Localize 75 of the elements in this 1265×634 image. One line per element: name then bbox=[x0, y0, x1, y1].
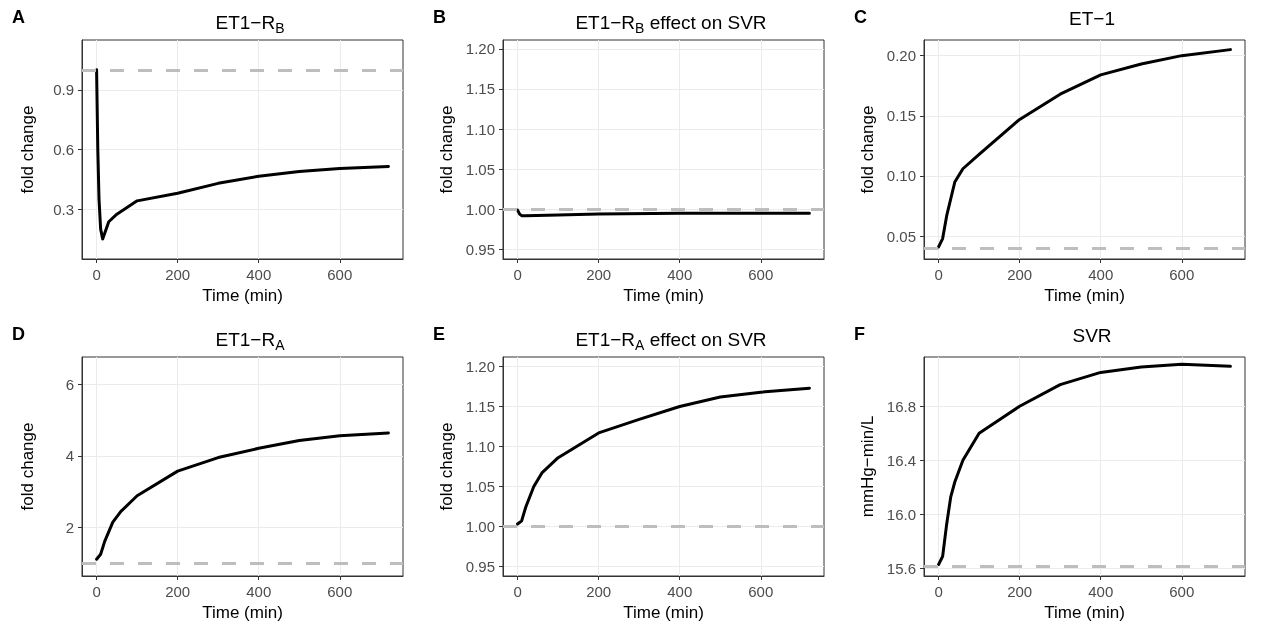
y-tick-label: 16.8 bbox=[886, 397, 916, 415]
text: C bbox=[854, 7, 867, 27]
x-tick-label: 600 bbox=[1169, 583, 1195, 600]
y-tick-label: 16.4 bbox=[886, 451, 916, 469]
x-tick-label: 200 bbox=[1007, 583, 1033, 600]
y-tick-label: 0.20 bbox=[886, 47, 916, 65]
y-axis-title: mmHg−min/L bbox=[857, 415, 877, 518]
x-tick-label: 0 bbox=[92, 583, 101, 600]
x-tick-label: 0 bbox=[934, 266, 943, 283]
y-tick-label: 6 bbox=[65, 375, 74, 393]
y-axis-title: fold change bbox=[857, 105, 877, 194]
y-tick-label: 1.00 bbox=[465, 200, 495, 218]
x-tick-label: 200 bbox=[586, 266, 612, 283]
y-tick-label: 0.9 bbox=[53, 81, 74, 99]
text: D bbox=[12, 324, 25, 344]
x-tick-label: 0 bbox=[513, 266, 522, 283]
x-axis-title: Time (min) bbox=[1044, 285, 1125, 305]
x-axis-title: Time (min) bbox=[202, 285, 283, 305]
line-series bbox=[516, 386, 811, 526]
y-tick-label: 0.6 bbox=[53, 141, 74, 158]
x-tick-label: 200 bbox=[165, 266, 191, 283]
y-tick-label: 15.6 bbox=[886, 560, 916, 578]
x-tick-label: 600 bbox=[748, 583, 774, 600]
line-series bbox=[937, 48, 1232, 249]
y-tick-label: 0.10 bbox=[886, 167, 916, 185]
y-tick-label: 4 bbox=[65, 447, 74, 465]
line-series bbox=[95, 68, 390, 241]
line-series bbox=[937, 362, 1232, 566]
y-tick-label: 1.05 bbox=[465, 160, 495, 178]
y-axis-title: fold change bbox=[18, 422, 37, 511]
y-tick-label: 0.95 bbox=[465, 557, 495, 575]
x-tick-label: 200 bbox=[586, 583, 612, 600]
x-tick-label: 400 bbox=[1088, 266, 1114, 283]
y-tick-label: 0.3 bbox=[53, 200, 74, 218]
y-tick-label: 1.15 bbox=[465, 80, 495, 98]
y-tick-label: 1.10 bbox=[465, 120, 495, 138]
x-tick-label: 400 bbox=[246, 583, 272, 600]
y-axis-title: fold change bbox=[436, 422, 456, 511]
chart-title: SVR bbox=[1072, 325, 1112, 346]
y-tick-label: 1.10 bbox=[465, 438, 495, 456]
y-tick-label: 2 bbox=[65, 518, 74, 536]
text: B bbox=[433, 7, 446, 27]
y-tick-label: 1.00 bbox=[465, 517, 495, 535]
y-tick-label: 0.95 bbox=[465, 240, 495, 258]
text: E bbox=[433, 324, 446, 344]
line-series bbox=[95, 431, 390, 561]
x-tick-label: 200 bbox=[1007, 266, 1033, 283]
x-tick-label: 600 bbox=[327, 266, 353, 283]
chart-title: ET−1 bbox=[1069, 8, 1115, 29]
y-tick-label: 0.15 bbox=[886, 107, 916, 125]
x-tick-label: 0 bbox=[934, 583, 943, 600]
y-tick-label: 0.05 bbox=[886, 227, 916, 245]
x-tick-label: 600 bbox=[748, 266, 774, 283]
x-tick-label: 600 bbox=[327, 583, 353, 600]
x-tick-label: 0 bbox=[513, 583, 522, 600]
x-axis-title: Time (min) bbox=[1044, 602, 1125, 622]
x-axis-title: Time (min) bbox=[623, 285, 704, 305]
x-tick-label: 200 bbox=[165, 583, 191, 600]
y-tick-label: 1.20 bbox=[465, 40, 495, 58]
x-tick-label: 600 bbox=[1169, 266, 1195, 283]
x-tick-label: 400 bbox=[667, 583, 693, 600]
x-tick-label: 0 bbox=[92, 266, 101, 283]
x-tick-label: 400 bbox=[667, 266, 693, 283]
y-tick-label: 1.15 bbox=[465, 398, 495, 416]
y-tick-label: 1.05 bbox=[465, 477, 495, 495]
y-tick-label: 16.0 bbox=[886, 505, 916, 523]
y-tick-label: 1.20 bbox=[465, 358, 495, 376]
x-tick-label: 400 bbox=[1088, 583, 1114, 600]
y-axis-title: fold change bbox=[436, 105, 456, 194]
x-tick-label: 400 bbox=[246, 266, 272, 283]
x-axis-title: Time (min) bbox=[202, 602, 283, 622]
text: A bbox=[12, 7, 25, 27]
text: F bbox=[854, 324, 865, 344]
x-axis-title: Time (min) bbox=[623, 602, 704, 622]
y-axis-title: fold change bbox=[18, 105, 37, 194]
